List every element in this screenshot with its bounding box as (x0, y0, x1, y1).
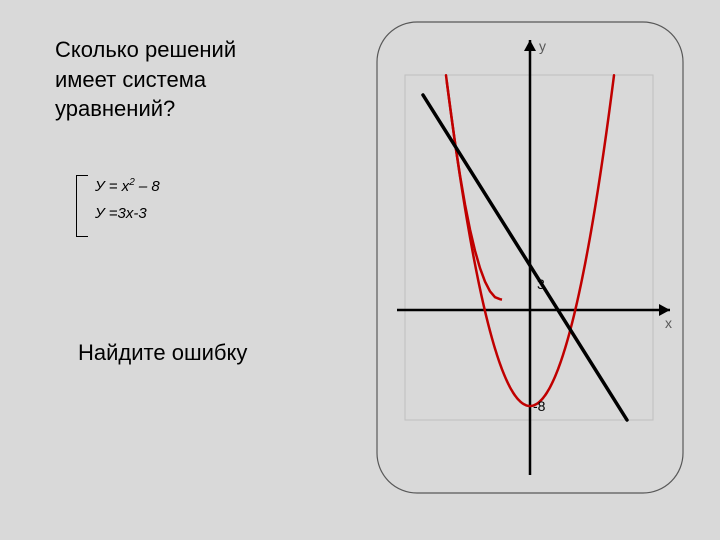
title-line3: уравнений? (55, 96, 175, 121)
graph-panel: у х 3 -8 (375, 20, 685, 495)
x-axis-label: х (665, 315, 672, 331)
equation-1: У = х2 – 8 (95, 177, 160, 195)
title-line1: Сколько решений (55, 37, 236, 62)
title-line2: имеет система (55, 67, 206, 92)
tick-3: 3 (537, 276, 545, 292)
eq1-suffix: – 8 (135, 178, 160, 195)
system-bracket (76, 175, 88, 237)
question-title: Сколько решений имеет система уравнений? (55, 35, 236, 124)
y-axis-arrow (524, 40, 536, 51)
find-error-text: Найдите ошибку (78, 340, 247, 366)
tick-neg8: -8 (533, 398, 545, 414)
y-axis-label: у (539, 38, 546, 54)
equation-2: У =3х-3 (95, 205, 147, 222)
eq1-prefix: У = х (95, 178, 129, 195)
line-plot (423, 95, 627, 420)
graph-svg (375, 20, 685, 495)
